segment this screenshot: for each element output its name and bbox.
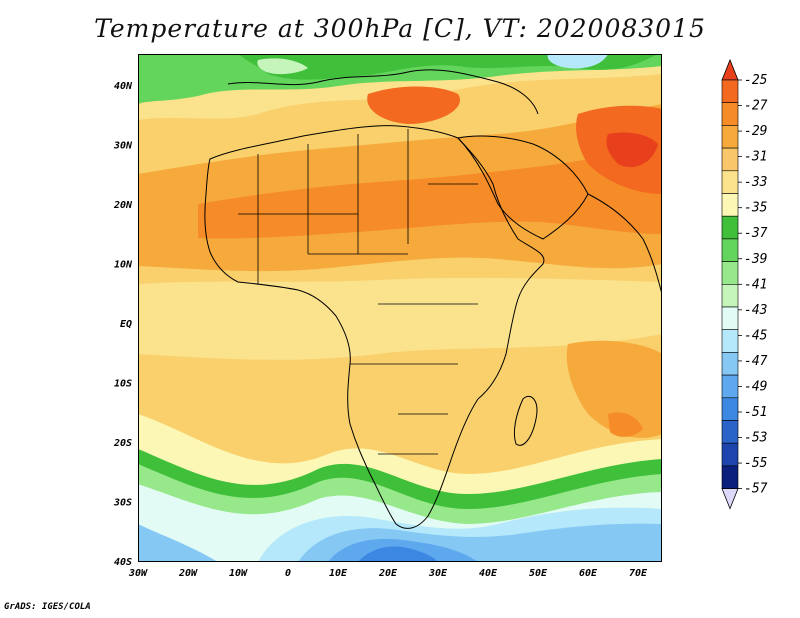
lat-tick-label: 10S: [114, 379, 132, 390]
colorbar-box: [721, 374, 739, 399]
lat-tick-label: 30N: [113, 141, 133, 152]
field-warm-indian-ocean: [566, 340, 662, 438]
colorbar-label: -49: [744, 379, 767, 394]
lat-tick-label: 20S: [113, 438, 132, 449]
lat-tick-label: 30S: [113, 498, 132, 509]
colorbar-bottom-arrow: [721, 488, 739, 510]
lat-tick-label: 40N: [114, 81, 133, 92]
lon-tick-label: 0: [285, 568, 291, 579]
temperature-map: [138, 54, 662, 562]
asia-coast: [587, 193, 662, 295]
colorbar-label: -45: [744, 328, 768, 343]
coastlines: [204, 69, 662, 529]
field-warm-spot: [608, 412, 643, 437]
colorbar-label: -29: [744, 124, 767, 139]
colorbar-box: [721, 261, 739, 285]
colorbar-label: -51: [744, 405, 767, 420]
colorbar-box: [721, 238, 739, 262]
colorbar-box: [721, 306, 739, 331]
colorbar-label: -57: [744, 482, 768, 497]
colorbar-boxes: [721, 58, 739, 510]
lon-tick-label: 10W: [229, 568, 248, 579]
map-frame: [138, 54, 662, 562]
lon-tick-label: 30W: [128, 568, 148, 579]
colorbar-box: [721, 284, 739, 308]
colorbar-box: [721, 465, 739, 489]
colorbar-box: [721, 170, 739, 194]
lat-tick-label: 20N: [113, 200, 133, 211]
colorbar-box: [721, 442, 739, 467]
lat-tick-label: 10N: [114, 260, 133, 271]
lon-tick-label: 20W: [178, 568, 198, 579]
lon-tick-label: 30E: [428, 568, 448, 579]
field-southwest-blue: [138, 524, 218, 562]
colorbar-label: -53: [744, 431, 767, 446]
colorbar-box: [721, 329, 739, 353]
colorbar-label: -43: [744, 303, 767, 318]
lat-labels: 40N 30N 20N 10N EQ 10S 20S 30S 40S: [113, 81, 133, 568]
lat-tick-label: EQ: [120, 319, 132, 330]
colorbar-top-arrow: [721, 58, 739, 81]
colorbar-box: [721, 102, 739, 126]
field-hot-med: [367, 86, 460, 124]
field-cool-patch-2: [547, 54, 608, 69]
colorbar-label: -27: [744, 99, 768, 114]
colorbar-box: [721, 193, 739, 217]
field-south-blue-4: [358, 546, 438, 562]
map-title: Temperature at 300hPa [C], VT: 202008301…: [94, 14, 706, 43]
field-cool-patch-1: [257, 58, 308, 75]
colorbar-label: -35: [744, 201, 768, 216]
europe-coast: [227, 69, 539, 115]
arabia-coast: [457, 135, 589, 240]
madagascar-coast: [513, 395, 538, 446]
map-svg: [138, 54, 662, 562]
lon-tick-label: 70E: [629, 568, 648, 579]
colorbar-label: -55: [744, 456, 768, 471]
lon-tick-label: 50E: [529, 568, 548, 579]
colorbar-label: -39: [744, 252, 767, 267]
colorbar-box: [721, 397, 739, 421]
lon-tick-label: 20E: [378, 568, 398, 579]
lat-tick-label: 40S: [114, 557, 132, 568]
colorbar-label: -25: [744, 73, 768, 88]
lon-tick-label: 60E: [579, 568, 598, 579]
colorbar-label: -41: [744, 277, 767, 292]
lon-tick-label: 40E: [479, 568, 498, 579]
colorbar-box: [721, 125, 739, 149]
colorbar-label: -33: [744, 175, 767, 190]
field-hottest-asia: [606, 132, 658, 168]
colorbar-label: -37: [744, 226, 768, 241]
lon-tick-label: 10E: [329, 568, 348, 579]
field-tropical: [138, 277, 662, 360]
colorbar: -25 -27 -29 -31 -33 -35 -37 -39 -41 -43 -45 -47 -49 -…: [721, 58, 768, 510]
lon-labels: 30W 20W 10W 0 10E 20E 30E 40E 50E 60E 70E: [128, 568, 648, 579]
colorbar-label: -31: [744, 150, 767, 165]
colorbar-box: [721, 79, 739, 104]
grads-credit: GrADS: IGES/COLA: [4, 602, 91, 612]
colorbar-label: -47: [744, 354, 768, 369]
colorbar-box: [721, 215, 739, 240]
country-borders: [238, 129, 478, 455]
colorbar-box: [721, 420, 739, 444]
field-warmer-band: [198, 144, 662, 239]
colorbar-box: [721, 147, 739, 172]
colorbar-box: [721, 352, 739, 376]
colorbar-labels: -25 -27 -29 -31 -33 -35 -37 -39 -41 -43 -45 -47 -49 -…: [738, 73, 768, 497]
